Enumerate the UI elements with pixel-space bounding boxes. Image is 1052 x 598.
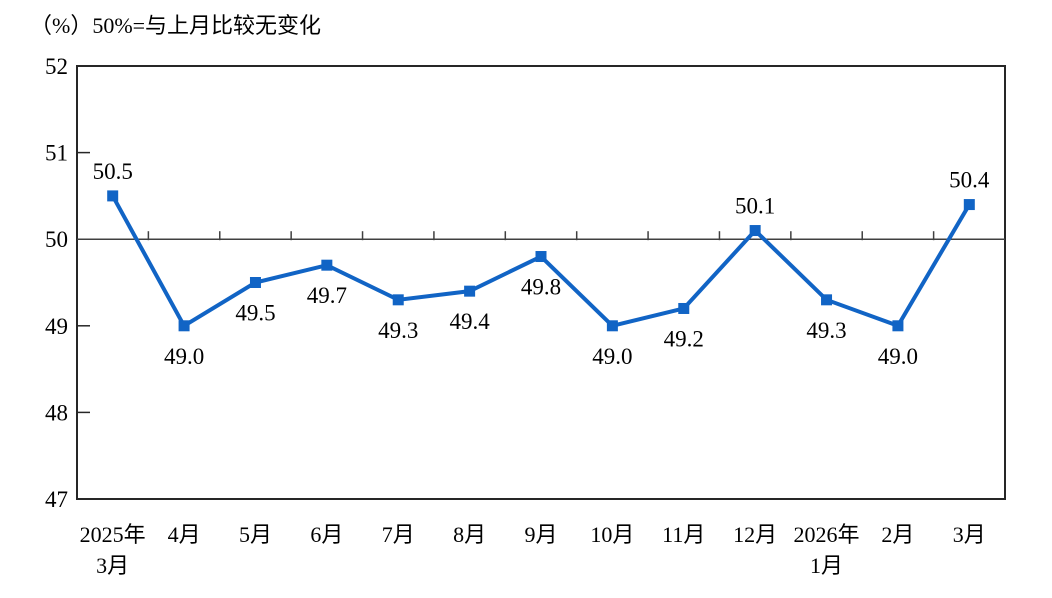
x-axis-label: 7月	[382, 522, 415, 547]
data-point-marker	[464, 285, 476, 297]
data-point-marker	[821, 294, 833, 306]
y-axis-label: 52	[45, 54, 68, 79]
data-point-marker	[178, 320, 190, 332]
data-label: 49.7	[307, 283, 347, 308]
data-label: 49.3	[806, 318, 846, 343]
data-label: 50.4	[949, 168, 990, 193]
data-label: 49.0	[164, 344, 204, 369]
data-point-marker	[749, 225, 761, 237]
x-axis-label: 8月	[453, 522, 486, 547]
data-label: 50.1	[735, 194, 775, 219]
data-point-marker	[392, 294, 404, 306]
x-axis-label: 2月	[881, 522, 914, 547]
x-axis-label: 3月	[96, 553, 129, 578]
x-axis-label: 2025年	[80, 522, 146, 547]
y-axis-label: 48	[45, 400, 68, 425]
x-axis-label: 1月	[810, 553, 843, 578]
x-axis-label: 5月	[239, 522, 272, 547]
data-point-marker	[249, 277, 261, 288]
x-axis-label: 10月	[590, 522, 634, 547]
data-label: 49.3	[378, 318, 418, 343]
y-axis-label: 49	[45, 314, 68, 339]
x-axis-label: 2026年	[794, 522, 860, 547]
data-point-marker	[107, 190, 119, 202]
y-axis-label: 51	[45, 141, 68, 166]
data-label: 49.2	[664, 326, 704, 351]
chart-title: （%）50%=与上月比较无变化	[30, 13, 322, 38]
plot-border	[76, 65, 1006, 500]
data-label: 49.8	[521, 275, 561, 300]
x-axis-label: 6月	[310, 522, 343, 547]
data-point-marker	[963, 199, 975, 211]
x-axis-label: 3月	[953, 522, 986, 547]
data-point-marker	[892, 320, 904, 332]
data-label: 49.5	[235, 301, 275, 326]
data-point-marker	[535, 251, 547, 263]
y-axis-label: 50	[45, 227, 68, 252]
x-axis-label: 11月	[662, 522, 705, 547]
y-axis-label: 47	[45, 487, 68, 512]
data-point-marker	[678, 302, 690, 314]
data-label: 49.4	[449, 309, 490, 334]
x-axis-label: 9月	[524, 522, 557, 547]
data-label: 49.0	[592, 344, 632, 369]
data-point-marker	[606, 320, 618, 332]
data-point-marker	[321, 259, 333, 271]
x-axis-label: 4月	[168, 522, 201, 547]
x-axis-label: 12月	[733, 522, 777, 547]
data-label: 50.5	[93, 159, 133, 184]
data-label: 49.0	[878, 344, 918, 369]
